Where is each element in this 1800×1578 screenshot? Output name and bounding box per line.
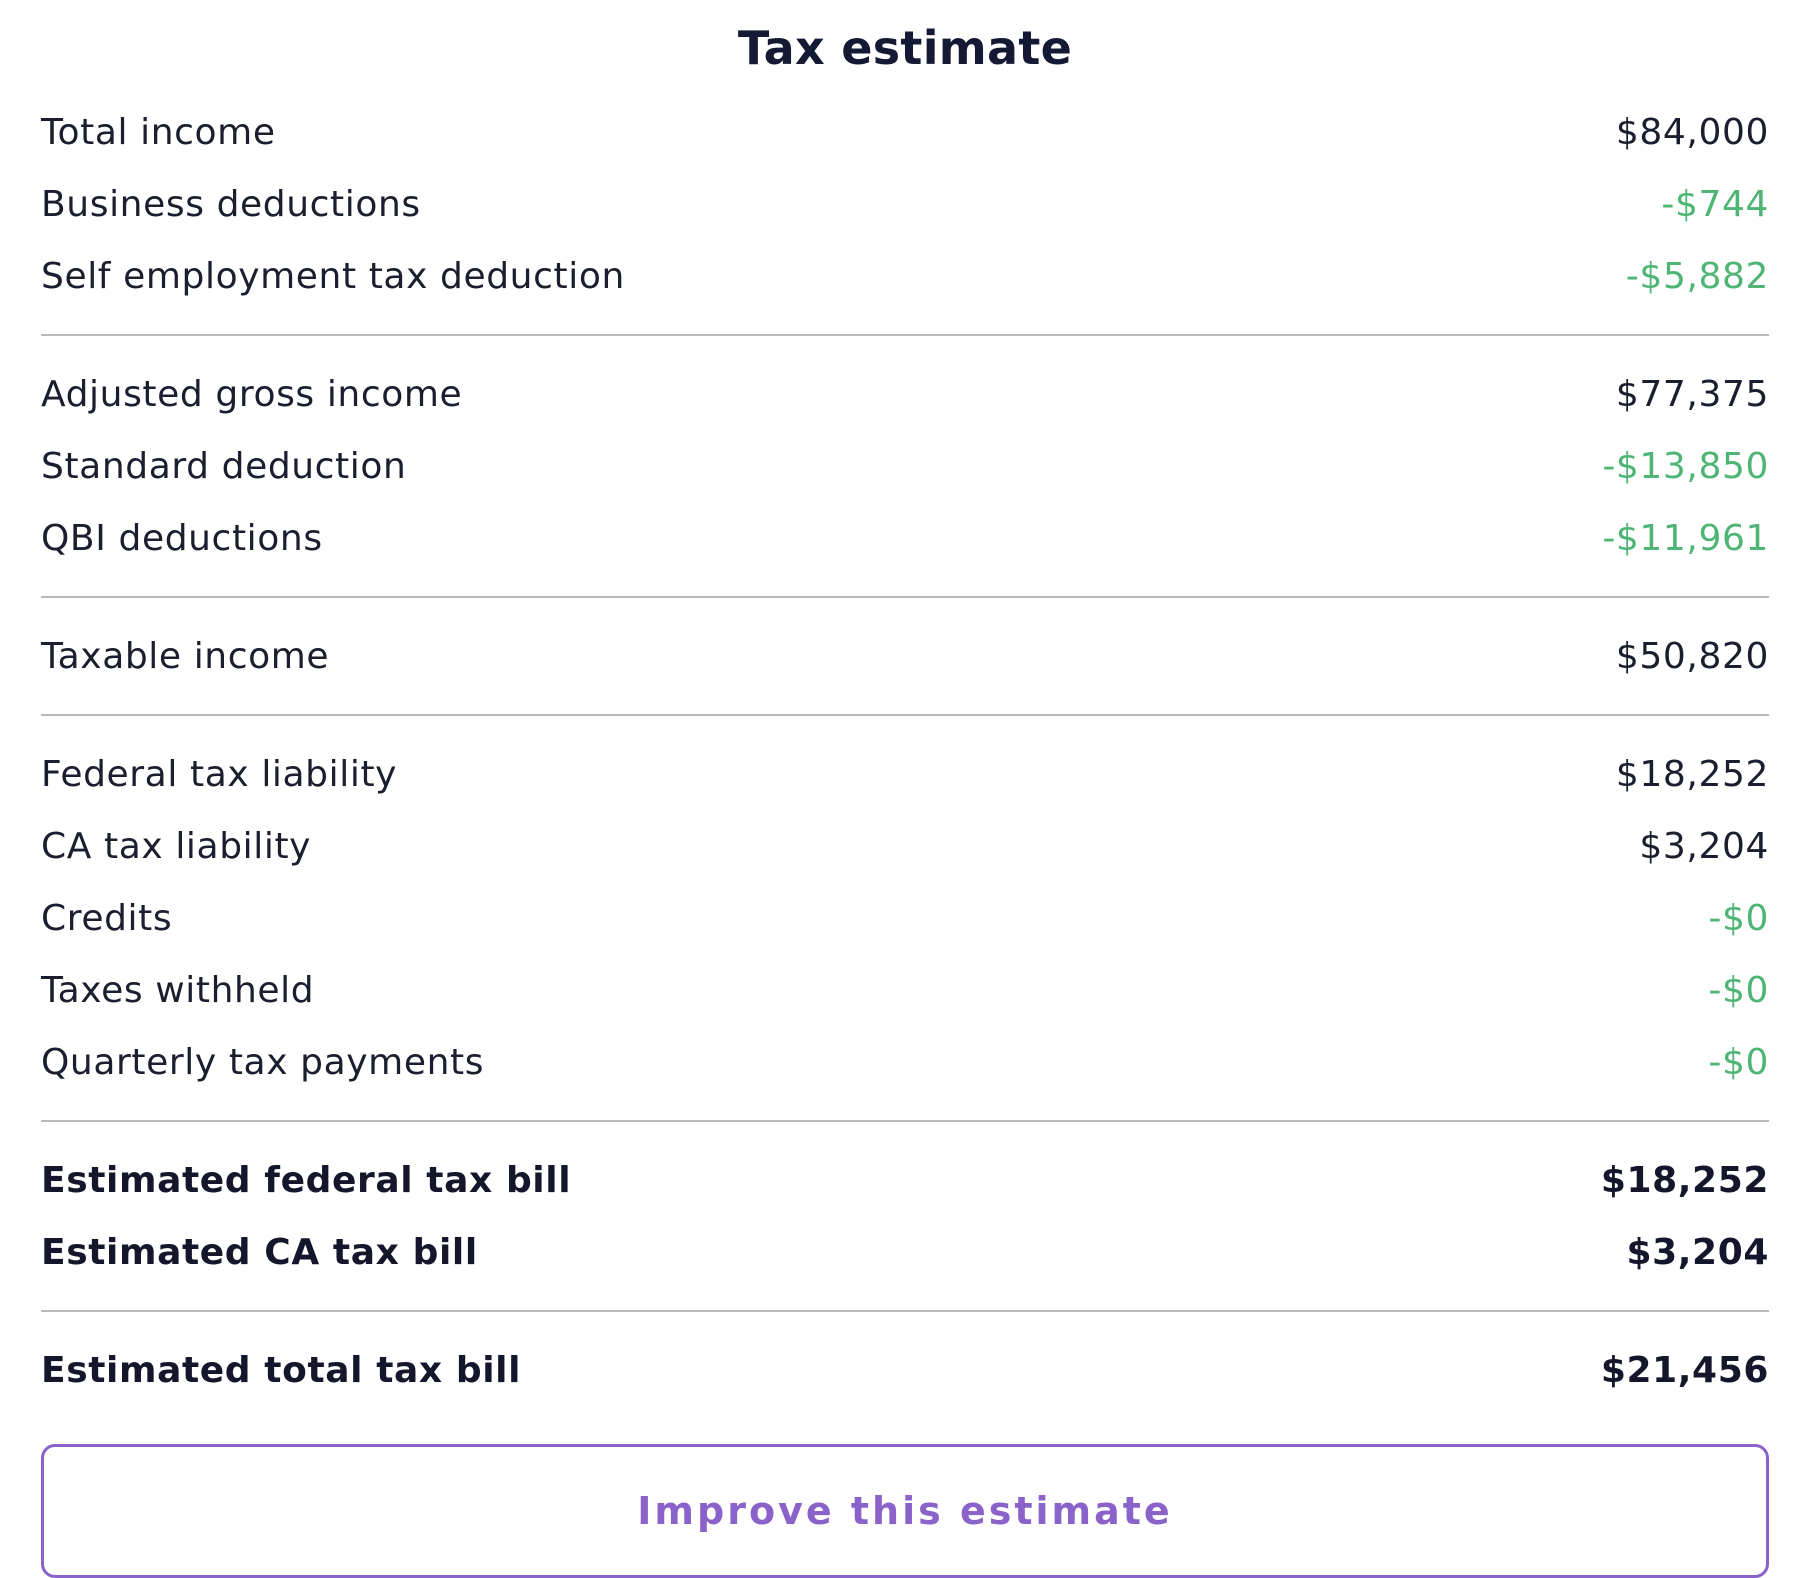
row-credits: Credits -$0 bbox=[41, 882, 1769, 954]
page-title: Tax estimate bbox=[737, 21, 1073, 75]
divider bbox=[41, 714, 1769, 716]
row-value: $84,000 bbox=[1615, 111, 1769, 153]
row-label: Estimated total tax bill bbox=[41, 1349, 522, 1391]
row-value: $50,820 bbox=[1615, 635, 1769, 677]
row-estimated-total-tax-bill: Estimated total tax bill $21,456 bbox=[41, 1334, 1769, 1406]
income-section: Total income $84,000 Business deductions… bbox=[41, 96, 1769, 312]
row-label: Credits bbox=[41, 897, 173, 939]
row-value: -$5,882 bbox=[1625, 255, 1769, 297]
row-label: Estimated federal tax bill bbox=[41, 1159, 572, 1201]
row-value: $21,456 bbox=[1600, 1349, 1769, 1391]
liability-section: Federal tax liability $18,252 CA tax lia… bbox=[41, 738, 1769, 1098]
row-value: $18,252 bbox=[1600, 1159, 1769, 1201]
row-value: -$0 bbox=[1708, 897, 1769, 939]
row-qbi-deductions: QBI deductions -$11,961 bbox=[41, 502, 1769, 574]
row-label: QBI deductions bbox=[41, 517, 323, 559]
row-taxable-income: Taxable income $50,820 bbox=[41, 620, 1769, 692]
row-ca-tax-liability: CA tax liability $3,204 bbox=[41, 810, 1769, 882]
divider bbox=[41, 1310, 1769, 1312]
row-label: Taxable income bbox=[41, 635, 330, 677]
row-business-deductions: Business deductions -$744 bbox=[41, 168, 1769, 240]
row-label: CA tax liability bbox=[41, 825, 312, 867]
row-standard-deduction: Standard deduction -$13,850 bbox=[41, 430, 1769, 502]
total-bill-section: Estimated total tax bill $21,456 bbox=[41, 1334, 1769, 1406]
row-value: -$13,850 bbox=[1602, 445, 1769, 487]
divider bbox=[41, 596, 1769, 598]
row-taxes-withheld: Taxes withheld -$0 bbox=[41, 954, 1769, 1026]
row-adjusted-gross-income: Adjusted gross income $77,375 bbox=[41, 358, 1769, 430]
row-federal-tax-liability: Federal tax liability $18,252 bbox=[41, 738, 1769, 810]
row-label: Standard deduction bbox=[41, 445, 407, 487]
row-value: $18,252 bbox=[1615, 753, 1769, 795]
row-value: -$0 bbox=[1708, 969, 1769, 1011]
improve-estimate-button[interactable]: Improve this estimate bbox=[41, 1444, 1769, 1578]
agi-section: Adjusted gross income $77,375 Standard d… bbox=[41, 358, 1769, 574]
taxable-income-section: Taxable income $50,820 bbox=[41, 620, 1769, 692]
row-value: -$11,961 bbox=[1602, 517, 1769, 559]
divider bbox=[41, 334, 1769, 336]
row-estimated-federal-tax-bill: Estimated federal tax bill $18,252 bbox=[41, 1144, 1769, 1216]
row-label: Adjusted gross income bbox=[41, 373, 463, 415]
row-value: $3,204 bbox=[1639, 825, 1769, 867]
row-label: Self employment tax deduction bbox=[41, 255, 625, 297]
row-value: -$744 bbox=[1661, 183, 1769, 225]
row-value: -$0 bbox=[1708, 1041, 1769, 1083]
estimated-bills-section: Estimated federal tax bill $18,252 Estim… bbox=[41, 1144, 1769, 1288]
row-label: Total income bbox=[41, 111, 276, 153]
row-self-employment-tax-deduction: Self employment tax deduction -$5,882 bbox=[41, 240, 1769, 312]
row-value: $3,204 bbox=[1626, 1231, 1769, 1273]
row-quarterly-tax-payments: Quarterly tax payments -$0 bbox=[41, 1026, 1769, 1098]
row-label: Estimated CA tax bill bbox=[41, 1231, 478, 1273]
row-label: Quarterly tax payments bbox=[41, 1041, 485, 1083]
tax-estimate-panel: Tax estimate Total income $84,000 Busine… bbox=[41, 0, 1769, 1578]
row-estimated-ca-tax-bill: Estimated CA tax bill $3,204 bbox=[41, 1216, 1769, 1288]
row-label: Business deductions bbox=[41, 183, 421, 225]
divider bbox=[41, 1120, 1769, 1122]
row-label: Taxes withheld bbox=[41, 969, 315, 1011]
row-label: Federal tax liability bbox=[41, 753, 398, 795]
row-total-income: Total income $84,000 bbox=[41, 96, 1769, 168]
row-value: $77,375 bbox=[1615, 373, 1769, 415]
